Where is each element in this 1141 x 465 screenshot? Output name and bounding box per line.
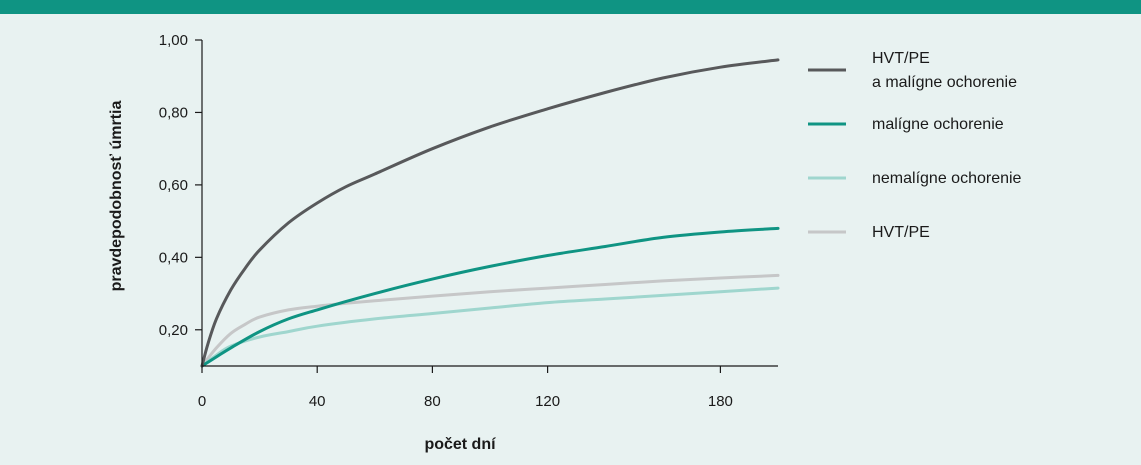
x-tick-label: 120 <box>535 393 560 410</box>
x-tick-label: 180 <box>708 393 733 410</box>
legend: HVT/PE a malígne ochorenie malígne ochoren… <box>808 50 1022 241</box>
y-tick-label: 0,60 <box>159 177 188 194</box>
y-tick-label: 0,20 <box>159 322 188 339</box>
top-accent-bar <box>0 0 1141 14</box>
legend-label: HVT/PE <box>872 50 930 67</box>
y-tick-label: 1,00 <box>159 32 188 49</box>
x-tick-label: 80 <box>424 393 441 410</box>
series-line-1 <box>200 226 780 368</box>
axes <box>201 40 778 367</box>
x-axis-title: počet dní <box>424 436 496 453</box>
legend-item-2: nemalígne ochorenie <box>808 170 1022 187</box>
y-axis-title: pravdepodobnosť úmrtia <box>108 101 125 292</box>
legend-label: HVT/PE <box>872 224 930 241</box>
series-line-2 <box>200 286 780 368</box>
legend-label: a malígne ochorenie <box>872 74 1017 91</box>
y-tick-label: 0,80 <box>159 104 188 121</box>
y-tick-label: 0,40 <box>159 249 188 266</box>
x-tick-label: 0 <box>198 393 206 410</box>
legend-label: malígne ochorenie <box>872 116 1004 133</box>
legend-item-3: HVT/PE <box>808 224 930 241</box>
ticks: 0,20 0,40 0,60 0,80 1,00 0 40 80 120 180 <box>159 32 733 410</box>
legend-item-1: malígne ochorenie <box>808 116 1004 133</box>
x-tick-label: 40 <box>309 393 326 410</box>
legend-label: nemalígne ochorenie <box>872 170 1022 187</box>
series-line-0 <box>200 58 780 368</box>
plot-area <box>200 58 780 368</box>
series-line-3 <box>200 273 780 368</box>
legend-item-0: HVT/PE a malígne ochorenie <box>808 50 1017 91</box>
